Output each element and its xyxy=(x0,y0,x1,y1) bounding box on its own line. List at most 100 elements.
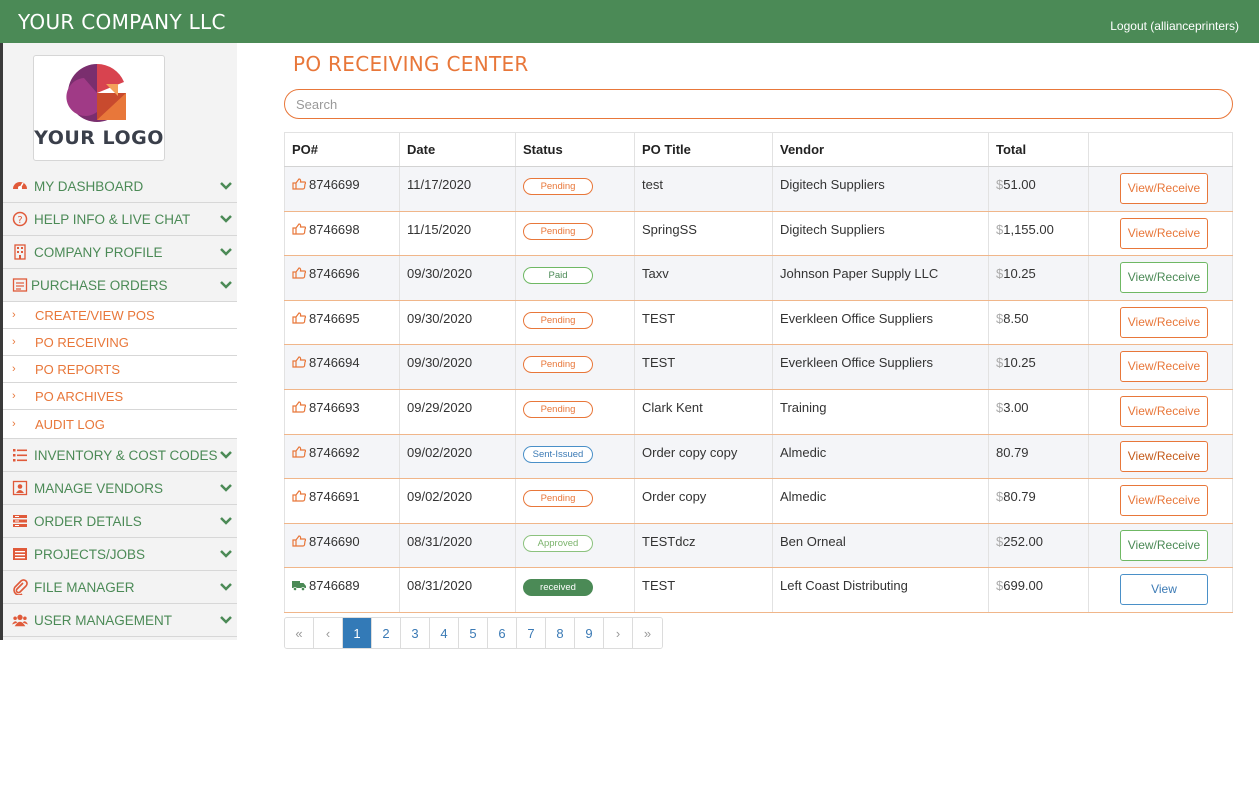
total-value: 80.79 xyxy=(996,444,1029,460)
table-row: 8746699 11/17/2020 Pending test Digitech Sup… xyxy=(284,166,1233,212)
table-row: 8746691 09/02/2020 Pending Order copy Almedi… xyxy=(284,478,1233,524)
sidebar-item-order-details[interactable]: ORDER DETAILS xyxy=(3,505,237,538)
sidebar-item-label: PROJECTS/JOBS xyxy=(34,546,146,562)
page-button[interactable]: » xyxy=(633,618,662,648)
page-button[interactable]: 2 xyxy=(372,618,401,648)
chevron-right-icon: › xyxy=(12,309,16,321)
view-receive-button[interactable]: View/Receive xyxy=(1120,529,1208,561)
total-value: 252.00 xyxy=(1003,533,1043,549)
po-title-cell: test xyxy=(634,166,773,212)
po-number-cell: 8746694 xyxy=(284,344,400,390)
po-number-cell: 8746699 xyxy=(284,166,400,212)
column-header[interactable]: PO Title xyxy=(634,132,773,167)
status-badge: Pending xyxy=(523,178,593,195)
page-button[interactable]: 7 xyxy=(517,618,546,648)
po-title-cell: Taxv xyxy=(634,255,773,301)
column-header[interactable]: Vendor xyxy=(772,132,989,167)
total-value: 80.79 xyxy=(1003,489,1036,505)
view-receive-button[interactable]: View/Receive xyxy=(1120,217,1208,249)
total-cell: $1,155.00 xyxy=(988,211,1089,257)
search-input[interactable] xyxy=(284,89,1233,119)
total-cell: $10.25 xyxy=(988,255,1089,301)
view-receive-button[interactable]: View xyxy=(1120,574,1208,606)
column-header[interactable]: Date xyxy=(399,132,516,167)
status-cell: Pending xyxy=(515,478,635,524)
status-cell: Pending xyxy=(515,389,635,435)
view-receive-button[interactable]: View/Receive xyxy=(1120,306,1208,338)
sidebar: YOUR LOGO MY DASHBOARD ? HELP INFO & LIV… xyxy=(0,43,237,640)
page-button[interactable]: 8 xyxy=(546,618,575,648)
sidebar-item-user-management[interactable]: USER MANAGEMENT xyxy=(3,604,237,637)
thumbs-up-icon xyxy=(292,535,306,547)
column-header[interactable]: Total xyxy=(988,132,1089,167)
sidebar-item-help[interactable]: ? HELP INFO & LIVE CHAT xyxy=(3,203,237,236)
sidebar-item-label: MANAGE VENDORS xyxy=(34,480,164,496)
thumbs-up-icon xyxy=(292,401,306,413)
status-badge: Pending xyxy=(523,400,593,418)
status-badge: Pending xyxy=(523,222,593,240)
action-cell: View xyxy=(1088,567,1233,613)
po-number: 8746698 xyxy=(309,221,360,237)
sidebar-item-label: ORDER DETAILS xyxy=(34,513,142,529)
sidebar-subitem-create-view-pos[interactable]: › CREATE/VIEW POS xyxy=(3,302,237,329)
table-row: 8746698 11/15/2020 Pending SpringSS Digitech… xyxy=(284,211,1233,257)
view-receive-button[interactable]: View/Receive xyxy=(1120,262,1208,294)
column-header[interactable]: PO# xyxy=(284,132,400,167)
sidebar-subitem-label: PO REPORTS xyxy=(35,361,121,377)
view-receive-button[interactable]: View/Receive xyxy=(1120,440,1208,472)
page-button[interactable]: 6 xyxy=(488,618,517,648)
company-logo[interactable]: YOUR LOGO xyxy=(33,55,165,161)
vendor-cell: Left Coast Distributing xyxy=(772,567,989,613)
page-button[interactable]: 9 xyxy=(575,618,604,648)
view-receive-button[interactable]: View/Receive xyxy=(1120,173,1208,204)
sidebar-item-purchase-orders[interactable]: PURCHASE ORDERS xyxy=(3,269,237,302)
sidebar-item-label: COMPANY PROFILE xyxy=(34,244,163,260)
chevron-down-icon xyxy=(220,550,232,558)
company-name: YOUR COMPANY LLC xyxy=(18,10,226,34)
po-number: 8746692 xyxy=(309,444,360,460)
action-cell: View/Receive xyxy=(1088,344,1233,390)
page-button[interactable]: 5 xyxy=(459,618,488,648)
po-number: 8746693 xyxy=(309,399,360,415)
sidebar-subitem-label: CREATE/VIEW POS xyxy=(35,307,155,323)
status-badge: Pending xyxy=(523,490,593,508)
vendor-cell: Almedic xyxy=(772,434,989,480)
total-value: 8.50 xyxy=(1003,310,1029,326)
page-button[interactable]: › xyxy=(604,618,633,648)
view-receive-button[interactable]: View/Receive xyxy=(1120,351,1208,383)
view-receive-button[interactable]: View/Receive xyxy=(1120,395,1208,427)
sidebar-item-dashboard[interactable]: MY DASHBOARD xyxy=(3,170,237,203)
sidebar-item-file-manager[interactable]: FILE MANAGER xyxy=(3,571,237,604)
page-button[interactable]: « xyxy=(285,618,314,648)
action-cell: View/Receive xyxy=(1088,478,1233,524)
sidebar-item-projects-jobs[interactable]: PROJECTS/JOBS xyxy=(3,538,237,571)
logo-mark-icon xyxy=(66,63,126,122)
chevron-down-icon xyxy=(220,451,232,459)
sidebar-item-inventory[interactable]: INVENTORY & COST CODES xyxy=(3,439,237,472)
sidebar-item-manage-vendors[interactable]: MANAGE VENDORS xyxy=(3,472,237,505)
sidebar-item-company-profile[interactable]: COMPANY PROFILE xyxy=(3,236,237,269)
sidebar-subitem-po-reports[interactable]: › PO REPORTS xyxy=(3,356,237,383)
date-cell: 09/29/2020 xyxy=(399,389,516,435)
date-cell: 09/30/2020 xyxy=(399,344,516,390)
action-cell: View/Receive xyxy=(1088,166,1233,212)
page-button[interactable]: ‹ xyxy=(314,618,343,648)
view-receive-button[interactable]: View/Receive xyxy=(1120,485,1208,517)
column-header[interactable]: Status xyxy=(515,132,635,167)
sidebar-subitem-po-archives[interactable]: › PO ARCHIVES xyxy=(3,383,237,410)
paperclip-icon xyxy=(12,579,28,595)
sidebar-subitem-audit-log[interactable]: › AUDIT LOG xyxy=(3,410,237,439)
status-cell: Pending xyxy=(515,166,635,212)
page-button[interactable]: 4 xyxy=(430,618,459,648)
sidebar-subitem-label: PO ARCHIVES xyxy=(35,388,124,404)
logout-link[interactable]: Logout (allianceprinters) xyxy=(1110,19,1239,33)
sidebar-nav: MY DASHBOARD ? HELP INFO & LIVE CHAT COM… xyxy=(3,170,237,637)
date-cell: 09/02/2020 xyxy=(399,434,516,480)
page-button[interactable]: 3 xyxy=(401,618,430,648)
sidebar-subitem-po-receiving[interactable]: › PO RECEIVING xyxy=(3,329,237,356)
chevron-right-icon: › xyxy=(12,418,16,430)
chevron-right-icon: › xyxy=(12,390,16,402)
page-button[interactable]: 1 xyxy=(343,618,372,648)
chevron-down-icon xyxy=(220,182,232,190)
currency-symbol: $ xyxy=(996,489,1004,505)
